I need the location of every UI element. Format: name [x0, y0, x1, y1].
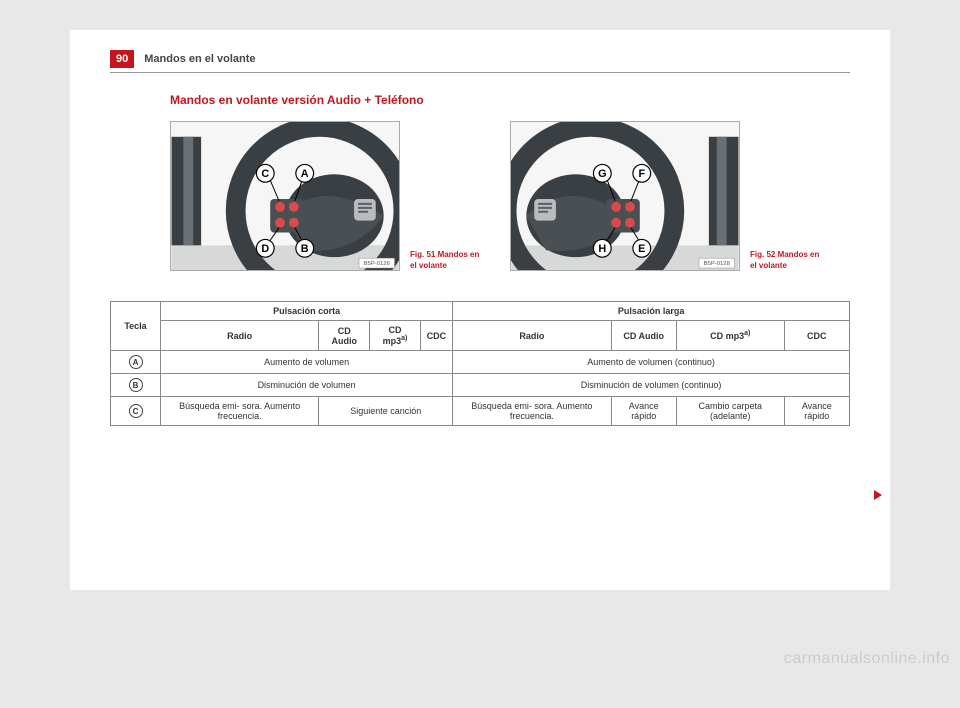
row-c-long-radio: Búsqueda emi- sora. Aumento frecuencia.	[453, 397, 611, 426]
col-tecla: Tecla	[111, 302, 161, 351]
key-a-icon: A	[129, 355, 143, 369]
row-b-short: Disminución de volumen	[161, 374, 453, 397]
key-c-icon: C	[129, 404, 143, 418]
label-c: C	[261, 168, 269, 180]
label-h: H	[598, 243, 606, 255]
col-cdmp3-l: CD mp3a)	[676, 321, 784, 351]
continue-marker-icon	[874, 490, 882, 500]
table-row: C Búsqueda emi- sora. Aumento frecuencia…	[111, 397, 850, 426]
header-title: Mandos en el volante	[144, 53, 255, 65]
manual-page: 90 Mandos en el volante Mandos en volant…	[70, 30, 890, 590]
row-c-long-cdc: Avance rápido	[784, 397, 849, 426]
col-radio: Radio	[161, 321, 319, 351]
col-cdaudio: CD Audio	[319, 321, 370, 351]
table-row: B Disminución de volumen Disminución de …	[111, 374, 850, 397]
section-title: Mandos en volante versión Audio + Teléfo…	[170, 93, 850, 107]
table-row: A Aumento de volumen Aumento de volumen …	[111, 351, 850, 374]
key-b-icon: B	[129, 378, 143, 392]
steering-wheel-right: G F H E B5P-0128	[510, 121, 740, 271]
row-b-long: Disminución de volumen (continuo)	[453, 374, 850, 397]
table-row: Tecla Pulsación corta Pulsación larga	[111, 302, 850, 321]
page-number: 90	[110, 50, 134, 68]
row-a-short: Aumento de volumen	[161, 351, 453, 374]
controls-table: Tecla Pulsación corta Pulsación larga Ra…	[110, 301, 850, 426]
key-cell: B	[111, 374, 161, 397]
row-c-short-radio: Búsqueda emi- sora. Aumento frecuencia.	[161, 397, 319, 426]
col-radio-l: Radio	[453, 321, 611, 351]
watermark: carmanualsonline.info	[784, 650, 950, 668]
col-long: Pulsación larga	[453, 302, 850, 321]
label-a: A	[301, 168, 309, 180]
row-c-short-rest: Siguiente canción	[319, 397, 453, 426]
fig-code-left: B5P-0126	[364, 261, 391, 267]
figure-right: G F H E B5P-0128 Fig. 52 Mandos en el vo…	[510, 121, 820, 271]
steering-wheel-left: C A D B B5P-0126	[170, 121, 400, 271]
figure-left: C A D B B5P-0126 Fig. 51 Mandos en el vo…	[170, 121, 480, 271]
col-cdmp3: CD mp3a)	[370, 321, 420, 351]
label-f: F	[638, 168, 645, 180]
cdmp3-label: CD mp3	[383, 325, 402, 346]
key-cell: C	[111, 397, 161, 426]
label-d: D	[261, 243, 269, 255]
fig-caption-right: Fig. 52 Mandos en el volante	[750, 250, 820, 271]
col-cdc-l: CDC	[784, 321, 849, 351]
table-row: Radio CD Audio CD mp3a) CDC Radio CD Aud…	[111, 321, 850, 351]
row-a-long: Aumento de volumen (continuo)	[453, 351, 850, 374]
label-e: E	[638, 243, 645, 255]
page-header: 90 Mandos en el volante	[110, 50, 850, 73]
figures-row: C A D B B5P-0126 Fig. 51 Mandos en el vo…	[170, 121, 850, 271]
cdmp3-label-l: CD mp3	[710, 331, 744, 341]
col-cdaudio-l: CD Audio	[611, 321, 676, 351]
col-cdc: CDC	[420, 321, 453, 351]
cdmp3-note-l: a)	[744, 330, 750, 337]
label-b: B	[301, 243, 309, 255]
fig-code-right: B5P-0128	[704, 261, 731, 267]
fig-caption-left: Fig. 51 Mandos en el volante	[410, 250, 480, 271]
row-c-long-cdmp3: Cambio carpeta (adelante)	[676, 397, 784, 426]
col-short: Pulsación corta	[161, 302, 453, 321]
cdmp3-note: a)	[401, 335, 407, 342]
label-g: G	[598, 168, 606, 180]
row-c-long-cdaudio: Avance rápido	[611, 397, 676, 426]
key-cell: A	[111, 351, 161, 374]
